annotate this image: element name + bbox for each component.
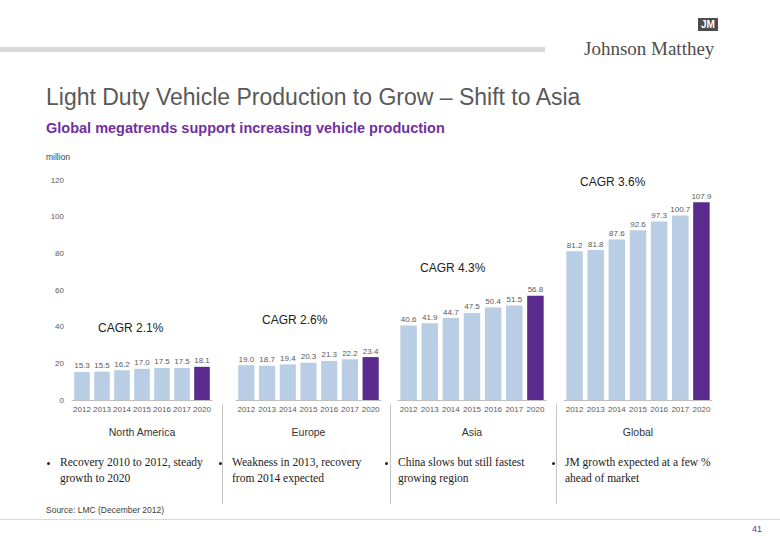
svg-text:100.7: 100.7 [670,205,691,214]
svg-text:21.3: 21.3 [321,350,337,359]
svg-text:107.9: 107.9 [691,192,712,201]
svg-text:56.8: 56.8 [528,285,544,294]
svg-text:2013: 2013 [587,405,605,414]
svg-text:2020: 2020 [693,405,711,414]
svg-text:50.4: 50.4 [485,297,501,306]
svg-text:2016: 2016 [153,405,171,414]
svg-text:2017: 2017 [341,405,359,414]
html-text:Global megatrends support incr: Global megatrends support increasing veh… [46,120,445,136]
svg-text:15.3: 15.3 [74,361,90,370]
svg-text:17.5: 17.5 [154,357,170,366]
svg-text:2016: 2016 [484,405,502,414]
svg-text:2014: 2014 [442,405,460,414]
svg-text:18.1: 18.1 [194,356,210,365]
svg-text:18.7: 18.7 [259,355,275,364]
svg-text:2014: 2014 [113,405,131,414]
svg-text:81.2: 81.2 [567,241,583,250]
svg-text:81.8: 81.8 [588,240,604,249]
svg-text:2013: 2013 [258,405,276,414]
html-text:Source: LMC (December 2012): Source: LMC (December 2012) [46,505,165,515]
html-text:million: million [46,152,71,162]
svg-text:23.4: 23.4 [363,347,379,356]
svg-text:120: 120 [51,176,65,185]
svg-text:41.9: 41.9 [422,313,438,322]
svg-text:Europe: Europe [292,426,326,438]
svg-text:16.2: 16.2 [114,360,130,369]
svg-text:2017: 2017 [505,405,523,414]
html-text:CAGR 2.1%: CAGR 2.1% [98,321,164,335]
svg-text:2014: 2014 [279,405,297,414]
svg-text:2017: 2017 [173,405,191,414]
svg-text:80: 80 [55,249,64,258]
svg-text:2013: 2013 [93,405,111,414]
svg-text:22.2: 22.2 [342,349,358,358]
svg-text:2015: 2015 [463,405,481,414]
svg-text:100: 100 [51,212,65,221]
html-text:CAGR 2.6%: CAGR 2.6% [262,313,328,327]
svg-text:2012: 2012 [237,405,255,414]
svg-text:2016: 2016 [320,405,338,414]
svg-text:19.4: 19.4 [280,354,296,363]
svg-text:40.6: 40.6 [401,315,417,324]
svg-text:2014: 2014 [608,405,626,414]
svg-text:20: 20 [55,359,64,368]
svg-text:19.0: 19.0 [239,355,255,364]
svg-text:60: 60 [55,286,64,295]
svg-text:51.5: 51.5 [506,295,522,304]
svg-text:2020: 2020 [527,405,545,414]
svg-text:17.0: 17.0 [134,358,150,367]
svg-text:Global: Global [623,426,653,438]
svg-text:97.3: 97.3 [651,211,667,220]
html-text:China slows but still fastest: China slows but still fastest growing re… [398,456,525,484]
svg-text:2015: 2015 [629,405,647,414]
svg-text:2020: 2020 [362,405,380,414]
html-text:Weakness in 2013, recovery fro: Weakness in 2013, recovery from 2014 exp… [232,456,362,484]
html-text:41: 41 [752,524,762,534]
svg-text:Asia: Asia [462,426,483,438]
svg-text:North America: North America [109,426,176,438]
svg-text:47.5: 47.5 [464,302,480,311]
svg-text:2016: 2016 [650,405,668,414]
html-text:Johnson Matthey: Johnson Matthey [584,38,715,59]
svg-text:2015: 2015 [133,405,151,414]
svg-text:2012: 2012 [566,405,584,414]
svg-text:2017: 2017 [671,405,689,414]
html-text:CAGR 4.3%: CAGR 4.3% [420,261,486,275]
svg-text:40: 40 [55,322,64,331]
html-text:JM growth expected at a few %: JM growth expected at a few % ahead of m… [565,456,711,484]
svg-text:0: 0 [60,396,65,405]
svg-text:2015: 2015 [300,405,318,414]
svg-text:15.5: 15.5 [94,361,110,370]
html-text:Recovery 2010 to 2012, steady: Recovery 2010 to 2012, steady growth to … [60,456,203,484]
svg-text:2012: 2012 [73,405,91,414]
svg-text:2012: 2012 [400,405,418,414]
svg-text:2020: 2020 [193,405,211,414]
html-text:Light Duty Vehicle Production: Light Duty Vehicle Production to Grow – … [46,84,581,110]
svg-text:17.5: 17.5 [174,357,190,366]
svg-text:44.7: 44.7 [443,308,459,317]
svg-text:92.6: 92.6 [630,220,646,229]
svg-text:87.6: 87.6 [609,229,625,238]
svg-text:20.3: 20.3 [301,352,317,361]
svg-text:2013: 2013 [421,405,439,414]
html-text:CAGR 3.6%: CAGR 3.6% [580,175,646,189]
html-text:JM: JM [701,19,715,30]
